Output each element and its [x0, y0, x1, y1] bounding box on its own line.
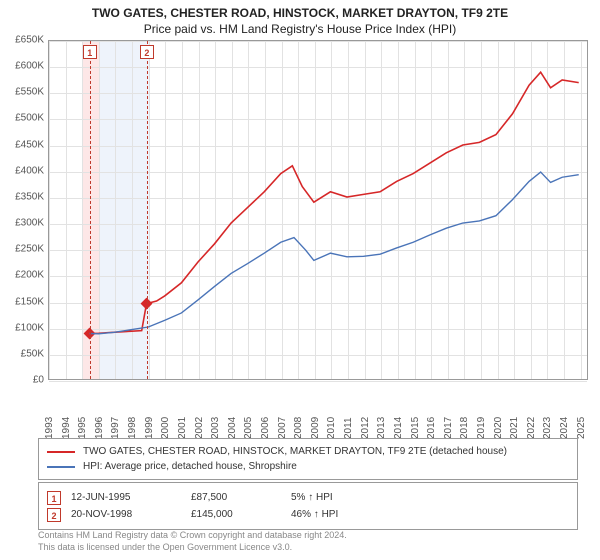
transaction-row: 1 12-JUN-1995 £87,500 5% ↑ HPI [47, 489, 569, 506]
x-axis-tick-label: 2020 [493, 417, 504, 439]
footer-attribution: Contains HM Land Registry data © Crown c… [38, 530, 578, 553]
y-axis-tick-label: £350K [15, 191, 44, 202]
x-axis-tick-label: 1994 [61, 417, 72, 439]
series-line-hpi_shropshire_detached [90, 172, 579, 334]
y-axis-tick-label: £250K [15, 244, 44, 255]
legend-swatch [47, 451, 75, 453]
legend-swatch [47, 466, 75, 468]
y-axis-tick-label: £200K [15, 270, 44, 281]
x-axis-tick-label: 2018 [459, 417, 470, 439]
transaction-date: 20-NOV-1998 [71, 509, 181, 520]
x-axis-tick-label: 1999 [144, 417, 155, 439]
y-axis-tick-label: £650K [15, 35, 44, 46]
legend-label: HPI: Average price, detached house, Shro… [83, 461, 297, 472]
x-axis-tick-label: 2024 [559, 417, 570, 439]
x-axis-tick-label: 2015 [410, 417, 421, 439]
y-axis-tick-label: £550K [15, 87, 44, 98]
x-axis-tick-label: 2006 [260, 417, 271, 439]
y-axis-tick-label: £450K [15, 139, 44, 150]
plot-area: 12 [48, 40, 588, 380]
x-axis-tick-label: 2004 [227, 417, 238, 439]
x-axis-tick-label: 2008 [293, 417, 304, 439]
footer-line-2: This data is licensed under the Open Gov… [38, 542, 578, 554]
y-axis-tick-label: £400K [15, 165, 44, 176]
chart-area: £0 £50K £100K £150K £200K £250K £300K £350K £400… [0, 40, 600, 400]
transaction-vline [147, 41, 148, 379]
x-axis-tick-label: 2003 [210, 417, 221, 439]
x-axis-tick-label: 2000 [160, 417, 171, 439]
legend-box: TWO GATES, CHESTER ROAD, HINSTOCK, MARKE… [38, 438, 578, 480]
x-axis-tick-label: 2025 [576, 417, 587, 439]
x-axis-labels: 1993199419951996199719981999200020012002… [48, 382, 588, 422]
transaction-date: 12-JUN-1995 [71, 492, 181, 503]
x-axis-tick-label: 2019 [476, 417, 487, 439]
y-axis-tick-label: £500K [15, 113, 44, 124]
x-axis-tick-label: 2009 [310, 417, 321, 439]
y-axis-tick-label: £50K [21, 348, 44, 359]
chart-subtitle: Price paid vs. HM Land Registry's House … [0, 22, 600, 36]
chart-titles: TWO GATES, CHESTER ROAD, HINSTOCK, MARKE… [0, 0, 600, 36]
transaction-vline [90, 41, 91, 379]
x-axis-tick-label: 2013 [376, 417, 387, 439]
x-axis-tick-label: 2016 [426, 417, 437, 439]
transaction-badge: 2 [140, 45, 154, 59]
x-axis-tick-label: 2002 [194, 417, 205, 439]
y-axis-tick-label: £300K [15, 218, 44, 229]
x-axis-tick-label: 2021 [509, 417, 520, 439]
x-axis-tick-label: 2005 [243, 417, 254, 439]
transaction-badge: 1 [83, 45, 97, 59]
x-axis-tick-label: 2022 [526, 417, 537, 439]
line-series-svg [49, 41, 587, 379]
transactions-box: 1 12-JUN-1995 £87,500 5% ↑ HPI 2 20-NOV-1998 £… [38, 482, 578, 530]
x-axis-tick-label: 2014 [393, 417, 404, 439]
x-axis-tick-label: 2007 [277, 417, 288, 439]
y-axis-labels: £0£50K£100K£150K£200K£250K£300K£350K£400… [0, 40, 48, 380]
x-axis-tick-label: 2011 [343, 417, 354, 439]
legend-item: TWO GATES, CHESTER ROAD, HINSTOCK, MARKE… [47, 444, 569, 459]
transaction-pct: 5% ↑ HPI [291, 492, 381, 503]
chart-container: TWO GATES, CHESTER ROAD, HINSTOCK, MARKE… [0, 0, 600, 560]
x-axis-tick-label: 1996 [94, 417, 105, 439]
x-axis-tick-label: 2023 [542, 417, 553, 439]
y-axis-tick-label: £600K [15, 61, 44, 72]
x-axis-tick-label: 1997 [110, 417, 121, 439]
transaction-price: £87,500 [191, 492, 281, 503]
y-axis-tick-label: £100K [15, 322, 44, 333]
series-line-property_price [90, 72, 579, 333]
transaction-chip: 1 [47, 491, 61, 505]
legend-label: TWO GATES, CHESTER ROAD, HINSTOCK, MARKE… [83, 446, 507, 457]
transaction-chip: 2 [47, 508, 61, 522]
transaction-price: £145,000 [191, 509, 281, 520]
y-axis-tick-label: £0 [33, 375, 44, 386]
x-axis-tick-label: 2017 [443, 417, 454, 439]
x-axis-tick-label: 2001 [177, 417, 188, 439]
x-axis-tick-label: 1993 [44, 417, 55, 439]
footer-line-1: Contains HM Land Registry data © Crown c… [38, 530, 578, 542]
legend-item: HPI: Average price, detached house, Shro… [47, 459, 569, 474]
y-axis-tick-label: £150K [15, 296, 44, 307]
chart-title-address: TWO GATES, CHESTER ROAD, HINSTOCK, MARKE… [0, 6, 600, 20]
x-axis-tick-label: 1998 [127, 417, 138, 439]
transaction-pct: 46% ↑ HPI [291, 509, 381, 520]
transaction-row: 2 20-NOV-1998 £145,000 46% ↑ HPI [47, 506, 569, 523]
x-axis-tick-label: 1995 [77, 417, 88, 439]
x-axis-tick-label: 2010 [326, 417, 337, 439]
x-axis-tick-label: 2012 [360, 417, 371, 439]
